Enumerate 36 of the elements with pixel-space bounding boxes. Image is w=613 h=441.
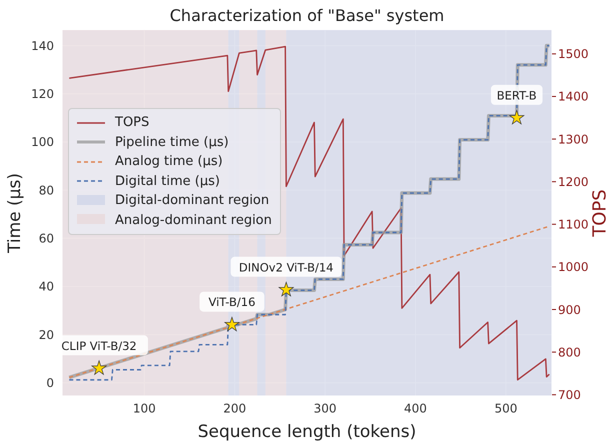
annotation: ViT-B/16 <box>208 295 256 310</box>
legend-label: Digital time (µs) <box>115 172 220 190</box>
annotation: BERT-B <box>496 88 537 102</box>
y-tick-label: 20 <box>38 328 54 342</box>
x-tick-label: 400 <box>404 402 427 416</box>
legend-label: Pipeline time (µs) <box>115 134 229 152</box>
y2-tick-label: 1100 <box>558 218 589 232</box>
y-tick-label: 140 <box>31 38 54 53</box>
y-tick-label: 80 <box>38 183 54 198</box>
x-tick-label: 100 <box>132 402 156 416</box>
y-tick-label: 100 <box>31 135 54 150</box>
annotation: DINOv2 ViT-B/14 <box>238 260 334 274</box>
y2-tick-label: 900 <box>558 302 581 317</box>
x-axis-title: Sequence length (tokens) <box>198 422 416 441</box>
y2-tick-label: 1200 <box>558 174 589 189</box>
y-tick-label: 120 <box>31 87 54 102</box>
y-tick-label: 60 <box>38 232 54 246</box>
x-tick-label: 200 <box>223 402 246 416</box>
legend-label: Analog time (µs) <box>115 153 223 171</box>
y2-tick-label: 1300 <box>558 132 589 146</box>
y2-axis-title: TOPS <box>589 189 610 238</box>
band-label: Digital-dominant region <box>115 192 270 210</box>
y2-tick-label: 700 <box>558 388 581 402</box>
y2-tick-label: 1000 <box>558 260 589 274</box>
x-tick-label: 500 <box>494 402 518 416</box>
y2-tick-label: 1400 <box>558 90 589 104</box>
x-tick-label: 300 <box>314 402 337 416</box>
y-tick-label: 0 <box>46 376 54 390</box>
y-axis-title: Time (µs) <box>5 173 26 254</box>
annotation: CLIP ViT-B/32 <box>61 338 137 353</box>
y-tick-label: 40 <box>38 280 54 294</box>
legend-label: TOPS <box>115 114 150 132</box>
y2-tick-label: 1500 <box>558 47 589 62</box>
chart-title: Characterization of "Base" system <box>168 6 446 25</box>
y2-tick-label: 800 <box>558 345 581 360</box>
band-label: Analog-dominant region <box>115 212 272 230</box>
